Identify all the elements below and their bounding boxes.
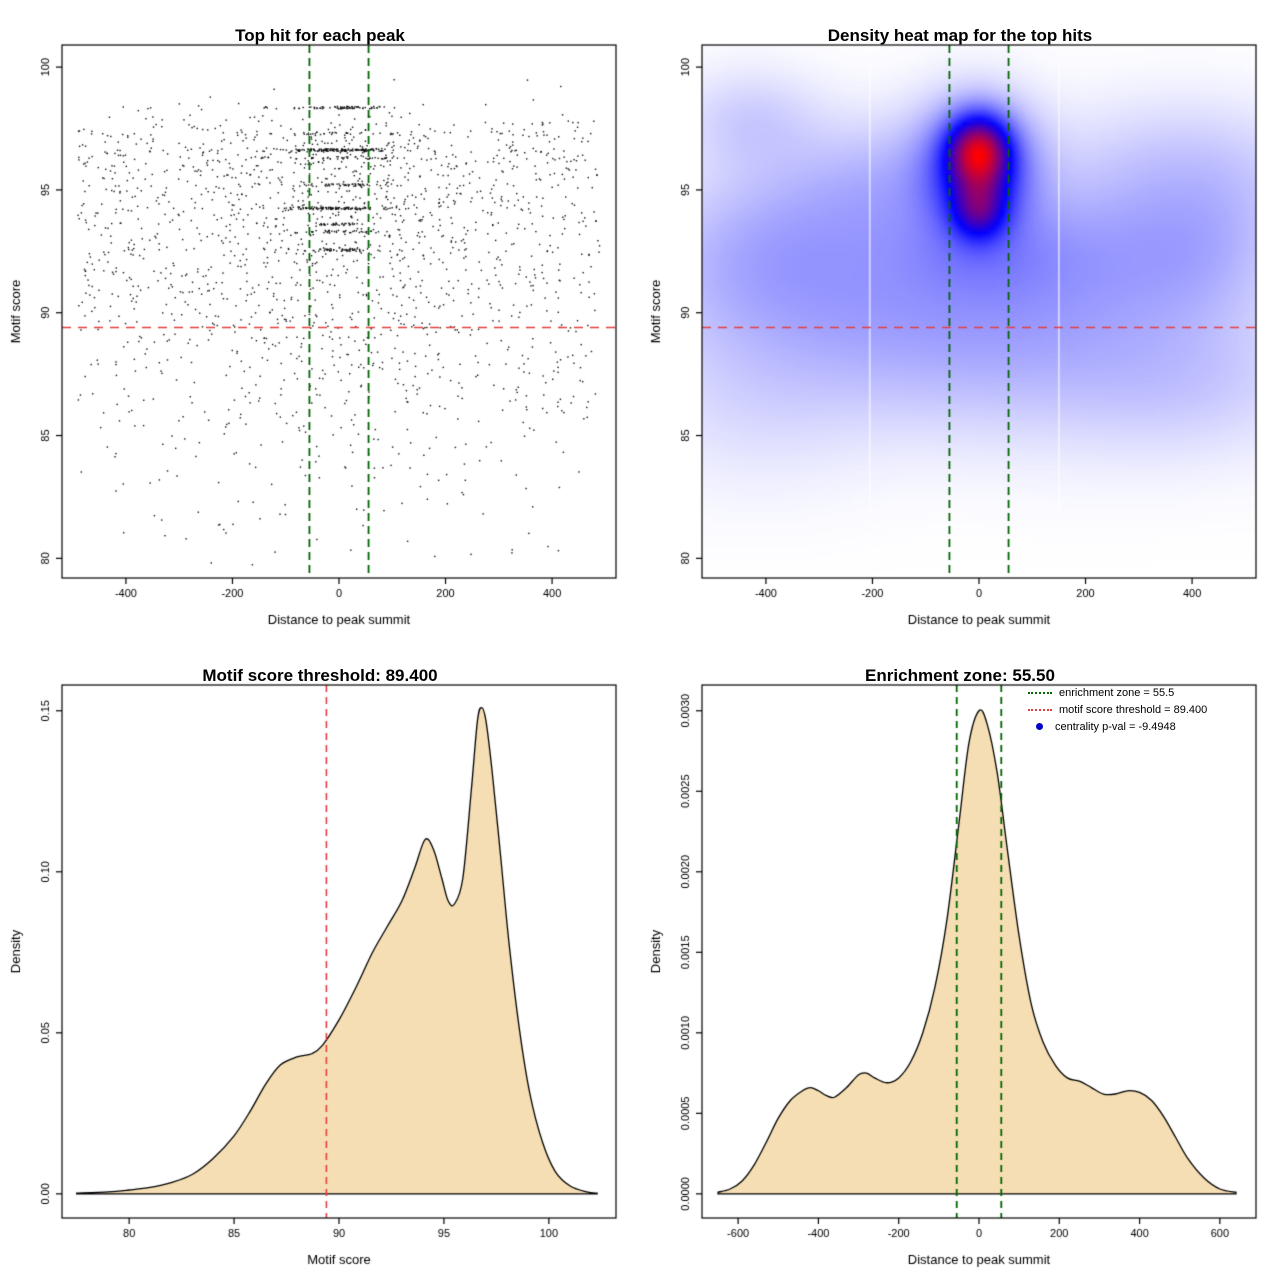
panel-top-hit-scatter: Top hit for each peak (0, 0, 640, 640)
legend-item-motif-threshold: motif score threshold = 89.400 (1028, 701, 1207, 718)
dotted-line-icon (1028, 708, 1052, 711)
enrichment-zone-title: Enrichment zone: 55.50 (865, 666, 1055, 686)
panel-motif-score-density: Motif score threshold: 89.400 (0, 640, 640, 1280)
heatmap-title: Density heat map for the top hits (827, 26, 1093, 46)
scatter-plot-canvas (0, 0, 640, 640)
scatter-title: Top hit for each peak (235, 26, 405, 46)
legend-item-centrality-pval: centrality p-val = -9.4948 (1028, 718, 1207, 735)
panel-enrichment-zone-density: Enrichment zone: 55.50 enrichment zone =… (640, 640, 1280, 1280)
heatmap-canvas (640, 0, 1280, 640)
legend-item-enrichment-zone: enrichment zone = 55.5 (1028, 684, 1207, 701)
motif-score-density-canvas (0, 640, 640, 1280)
legend: enrichment zone = 55.5 motif score thres… (1028, 684, 1207, 735)
enrichment-zone-canvas (640, 640, 1280, 1280)
panel-density-heatmap: Density heat map for the top hits (640, 0, 1280, 640)
motif-score-density-title: Motif score threshold: 89.400 (202, 666, 438, 686)
legend-label: motif score threshold = 89.400 (1059, 703, 1208, 716)
legend-label: enrichment zone = 55.5 (1059, 686, 1175, 699)
dotted-line-icon (1028, 691, 1052, 694)
legend-label: centrality p-val = -9.4948 (1055, 720, 1176, 733)
point-icon (1036, 723, 1043, 730)
